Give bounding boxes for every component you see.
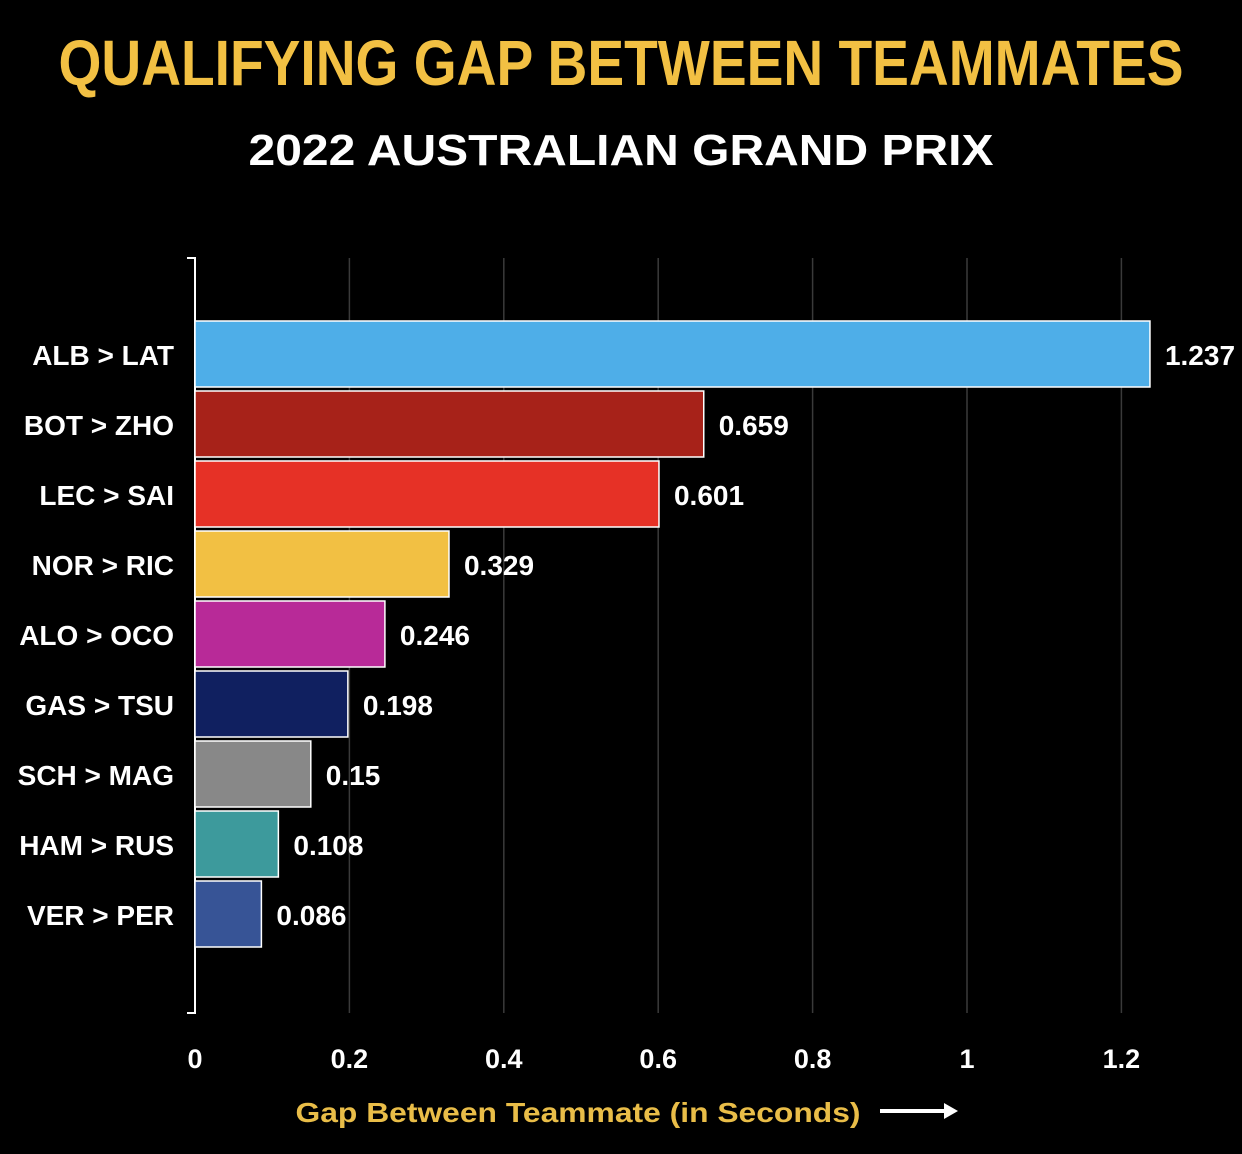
category-labels: ALB > LAT BOT > ZHO LEC > SAI NOR > RIC ALO … — [18, 340, 174, 931]
value-label-8: 0.086 — [276, 900, 346, 931]
bar-4 — [194, 600, 386, 668]
x-tick-labels: 0 0.2 0.4 0.6 0.8 1 1.2 — [187, 1044, 1140, 1074]
value-label-0: 1.237 — [1165, 340, 1235, 371]
value-labels: 1.237 0.659 0.601 0.329 0.246 0.198 0.15 0.108 0… — [276, 340, 1235, 931]
chart-subtitle: 2022 AUSTRALIAN GRAND PRIX — [249, 126, 994, 175]
x-axis-label: Gap Between Teammate (in Seconds) — [296, 1097, 861, 1128]
category-label-3: NOR > RIC — [32, 550, 174, 581]
bar-0 — [194, 320, 1151, 388]
bar-5 — [194, 670, 349, 738]
y-axis-line — [187, 257, 196, 1014]
bar-7 — [194, 810, 280, 878]
arrow-right-icon — [880, 1103, 958, 1119]
value-label-3: 0.329 — [464, 550, 534, 581]
value-label-2: 0.601 — [674, 480, 744, 511]
category-label-2: LEC > SAI — [39, 480, 174, 511]
bar-1 — [194, 390, 705, 458]
category-label-5: GAS > TSU — [25, 690, 174, 721]
x-tick-label-0: 0 — [187, 1044, 202, 1074]
category-label-0: ALB > LAT — [32, 340, 174, 371]
value-label-6: 0.15 — [326, 760, 381, 791]
bar-8 — [194, 880, 263, 948]
value-label-1: 0.659 — [719, 410, 789, 441]
chart-title: QUALIFYING GAP BETWEEN TEAMMATES — [59, 27, 1184, 99]
x-tick-label-2: 0.4 — [485, 1044, 523, 1074]
category-label-8: VER > PER — [27, 900, 174, 931]
x-tick-label-6: 1.2 — [1103, 1044, 1141, 1074]
bar-3 — [194, 530, 450, 598]
bar-2 — [194, 460, 660, 528]
value-label-4: 0.246 — [400, 620, 470, 651]
category-label-6: SCH > MAG — [18, 760, 174, 791]
y-axis — [187, 257, 196, 1014]
x-tick-label-3: 0.6 — [639, 1044, 677, 1074]
category-label-4: ALO > OCO — [19, 620, 174, 651]
value-label-7: 0.108 — [293, 830, 363, 861]
x-tick-label-1: 0.2 — [331, 1044, 369, 1074]
bars — [194, 320, 1151, 948]
category-label-7: HAM > RUS — [19, 830, 174, 861]
bar-6 — [194, 740, 312, 808]
x-tick-label-4: 0.8 — [794, 1044, 832, 1074]
x-tick-label-5: 1 — [959, 1044, 974, 1074]
category-label-1: BOT > ZHO — [24, 410, 174, 441]
value-label-5: 0.198 — [363, 690, 433, 721]
